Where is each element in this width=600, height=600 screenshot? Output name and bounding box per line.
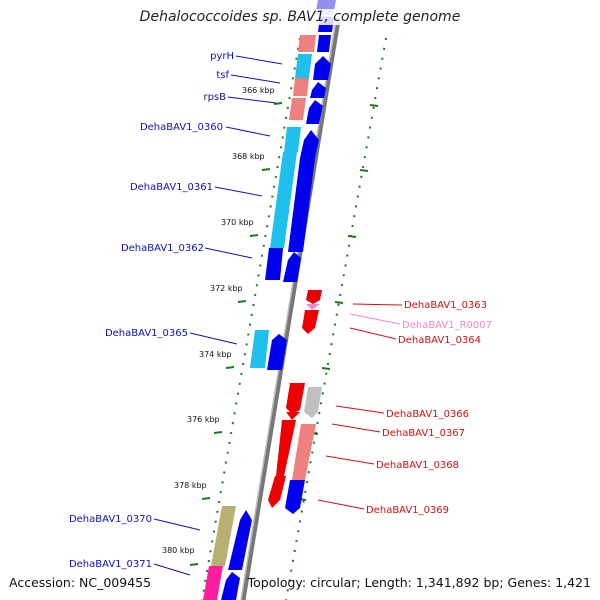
kbp-labels: 366 kbp 368 kbp 370 kbp 372 kbp 374 kbp …	[162, 86, 275, 555]
gene-0369-outer	[268, 476, 286, 508]
right-labels: DehaBAV1_0363 DehaBAV1_R0007 DehaBAV1_03…	[366, 300, 492, 516]
gene-0366-tip	[286, 412, 300, 420]
cds-arrow-0362	[283, 252, 301, 282]
gene-label: DehaBAV1_0363	[404, 300, 487, 311]
gene-block-rpsB	[289, 98, 306, 120]
cds-arrow-0360	[300, 130, 319, 158]
gene-block-0361	[270, 152, 297, 248]
gene-0369-inner	[285, 480, 305, 514]
cds-arrow	[317, 35, 331, 52]
right-leaders	[317, 303, 403, 510]
gene-label: DehaBAV1_0364	[398, 335, 481, 346]
gene-block-tsf	[293, 78, 309, 96]
accession-text: Accession: NC_009455	[9, 575, 152, 590]
gene-block-0365	[250, 330, 269, 368]
cds-arrow-rpsB	[306, 100, 323, 124]
kbp-label: 370 kbp	[221, 218, 254, 227]
gene-label: DehaBAV1_0367	[382, 428, 465, 439]
gene-block	[298, 35, 316, 52]
cds-arrow-tsf	[310, 82, 326, 98]
left-labels: pyrH tsf rpsB DehaBAV1_0360 DehaBAV1_036…	[69, 51, 234, 570]
gene-label: tsf	[216, 70, 229, 81]
reverse-genes	[268, 290, 322, 514]
gene-label: rpsB	[203, 92, 226, 103]
map-title: Dehalococcoides sp. BAV1, complete genom…	[0, 9, 600, 25]
gene-label: DehaBAV1_0360	[140, 122, 223, 133]
gene-label: DehaBAV1_0362	[121, 243, 204, 254]
cds-arrow-0370	[228, 510, 252, 570]
gene-block-0371	[203, 566, 223, 600]
cds-arrow-pyrH	[313, 56, 331, 80]
gene-label: DehaBAV1_0361	[130, 182, 213, 193]
genome-backbone	[240, 19, 341, 600]
gene-0367	[304, 387, 322, 418]
kbp-label: 376 kbp	[187, 415, 220, 424]
cds-arrow-0365	[267, 334, 287, 370]
kbp-label: 374 kbp	[199, 350, 232, 359]
kbp-label: 366 kbp	[242, 86, 275, 95]
kbp-label: 372 kbp	[210, 284, 243, 293]
gene-0363	[306, 290, 322, 304]
gene-label: DehaBAV1_R0007	[402, 320, 492, 331]
gene-label: DehaBAV1_0366	[386, 409, 469, 420]
gene-label: DehaBAV1_0369	[366, 505, 449, 516]
gene-block-0362	[265, 248, 283, 280]
cds-arrow-0371	[221, 572, 240, 600]
kbp-label: 378 kbp	[174, 481, 207, 490]
kbp-label: 368 kbp	[232, 152, 265, 161]
gene-label: pyrH	[210, 51, 234, 62]
gene-0368-outer	[276, 420, 296, 476]
gene-R0007	[306, 304, 320, 310]
kbp-label: 380 kbp	[162, 546, 195, 555]
gene-0368-inner	[292, 424, 316, 480]
gene-0366	[286, 383, 305, 414]
left-leaders	[153, 55, 283, 576]
gene-label: DehaBAV1_0370	[69, 514, 152, 525]
gene-label: DehaBAV1_0365	[105, 328, 188, 339]
gene-label: DehaBAV1_0368	[376, 460, 459, 471]
gene-block-pyrH	[295, 54, 312, 78]
cds-arrow-0361	[288, 158, 315, 252]
gene-label: DehaBAV1_0371	[69, 559, 152, 570]
gene-block-0360	[284, 127, 301, 152]
gene-block-0370	[211, 506, 236, 566]
gene-0364	[302, 310, 319, 334]
topology-text: Topology: circular; Length: 1,341,892 bp…	[247, 575, 591, 590]
